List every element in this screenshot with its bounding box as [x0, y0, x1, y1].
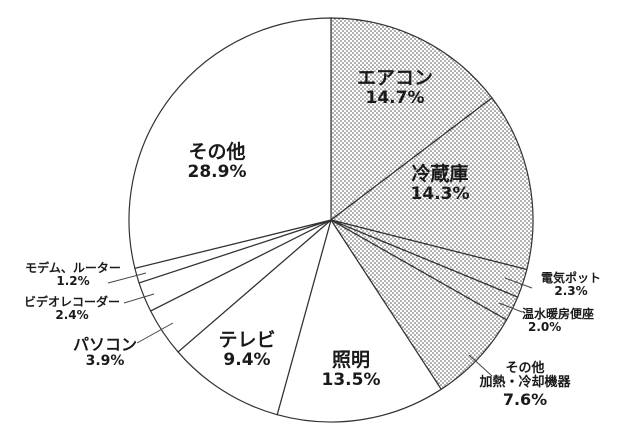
leader-video [123, 293, 155, 304]
pie-slice [276, 218, 443, 423]
leader-kettle [504, 277, 533, 289]
leader-toilet [498, 302, 523, 313]
pie-slice [128, 17, 332, 270]
label-modem-pct: 1.2% [56, 274, 90, 289]
label-video-name: ビデオレコーダー [23, 295, 120, 309]
label-lighting: 照明 13.5% [316, 350, 386, 390]
label-modem-name: モデム、ルーター [25, 261, 121, 275]
label-aircon-name: エアコン [356, 67, 433, 89]
label-other-pct: 28.9% [187, 161, 247, 182]
label-tv: テレビ 9.4% [212, 330, 282, 370]
leader-pc [136, 322, 174, 344]
leader-other-heat [468, 354, 493, 377]
label-other-heat-name-1: その他 [505, 361, 545, 376]
label-aircon-pct: 14.7% [365, 87, 425, 108]
leader-lines [107, 272, 533, 377]
pie-slice [330, 219, 508, 391]
label-lighting-name: 照明 [331, 349, 370, 371]
pie-slices [128, 17, 534, 423]
label-pc: パソコン 3.9% [70, 336, 140, 369]
label-fridge-name: 冷蔵庫 [411, 163, 469, 185]
pie-slice [329, 97, 534, 271]
pie-slice [330, 17, 493, 222]
label-fridge: 冷蔵庫 14.3% [400, 164, 480, 204]
label-pc-name: パソコン [72, 335, 137, 354]
label-modem: モデム、ルーター 1.2% [18, 261, 128, 289]
label-pc-pct: 3.9% [85, 352, 125, 369]
label-toilet-pct: 2.0% [528, 320, 562, 335]
pie-slice [177, 218, 333, 416]
label-tv-name: テレビ [218, 329, 276, 351]
label-other-heat: その他 加熱・冷却機器 7.6% [470, 361, 580, 409]
label-toilet-name: 温水暖房便座 [522, 307, 595, 321]
label-tv-pct: 9.4% [223, 349, 271, 370]
label-video-pct: 2.4% [55, 308, 89, 323]
label-kettle: 電気ポット 2.3% [534, 271, 608, 299]
label-lighting-pct: 13.5% [321, 369, 381, 390]
leader-modem [107, 272, 147, 284]
label-other: その他 28.9% [172, 142, 262, 182]
label-other-name: その他 [188, 141, 246, 163]
label-other-heat-pct: 7.6% [502, 389, 548, 409]
label-aircon: エアコン 14.7% [350, 68, 440, 108]
label-other-heat-name-2: 加熱・冷却機器 [479, 375, 571, 391]
label-kettle-name: 電気ポット [540, 271, 601, 285]
label-video: ビデオレコーダー 2.4% [14, 295, 130, 323]
label-toilet: 温水暖房便座 2.0% [522, 307, 618, 335]
label-kettle-pct: 2.3% [554, 284, 588, 299]
label-fridge-pct: 14.3% [410, 183, 470, 204]
